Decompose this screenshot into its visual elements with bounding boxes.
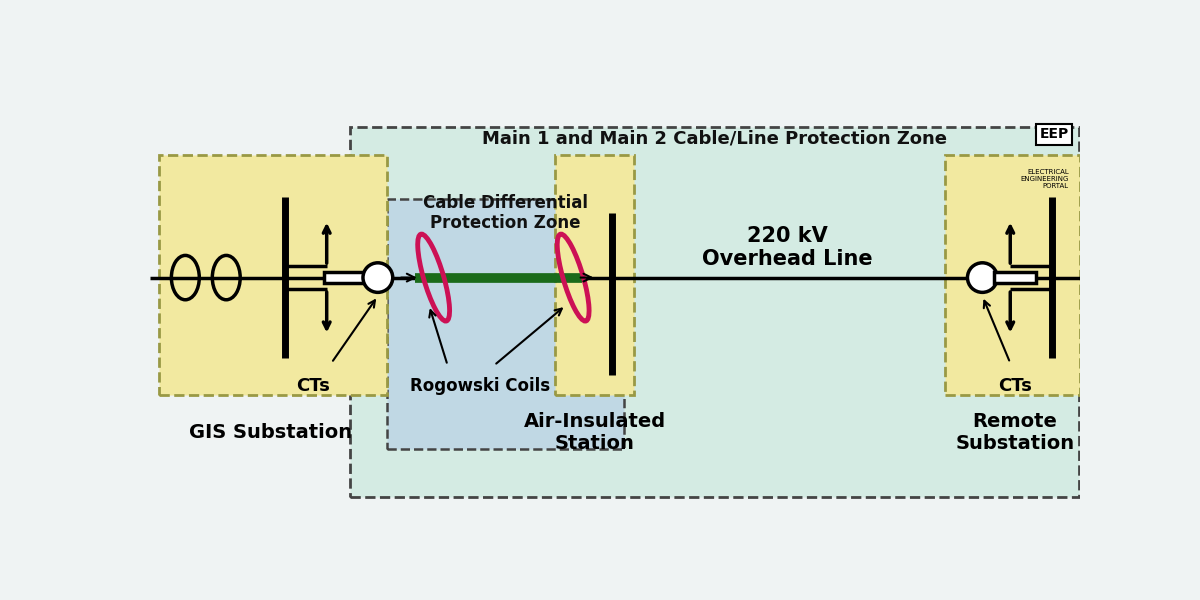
- Bar: [388, 199, 624, 449]
- Bar: [350, 127, 1079, 497]
- Bar: [160, 155, 388, 395]
- Text: Air-Insulated
Station: Air-Insulated Station: [523, 412, 666, 453]
- Bar: [554, 155, 634, 395]
- Text: Main 1 and Main 2 Cable/Line Protection Zone: Main 1 and Main 2 Cable/Line Protection …: [482, 130, 947, 148]
- Text: CTs: CTs: [296, 377, 330, 395]
- Bar: [324, 272, 366, 283]
- Text: ELECTRICAL
ENGINEERING
PORTAL: ELECTRICAL ENGINEERING PORTAL: [1020, 169, 1069, 189]
- Text: 220 kV
Overhead Line: 220 kV Overhead Line: [702, 226, 872, 269]
- Ellipse shape: [362, 263, 392, 292]
- Ellipse shape: [967, 263, 997, 292]
- Text: Remote
Substation: Remote Substation: [955, 412, 1074, 453]
- Text: Cable Differential
Protection Zone: Cable Differential Protection Zone: [422, 194, 588, 232]
- Text: CTs: CTs: [998, 377, 1032, 395]
- Text: Rogowski Coils: Rogowski Coils: [410, 377, 551, 395]
- Bar: [994, 272, 1036, 283]
- Text: GIS Substation: GIS Substation: [190, 423, 353, 442]
- Bar: [946, 155, 1080, 395]
- Text: EEP: EEP: [1039, 127, 1069, 142]
